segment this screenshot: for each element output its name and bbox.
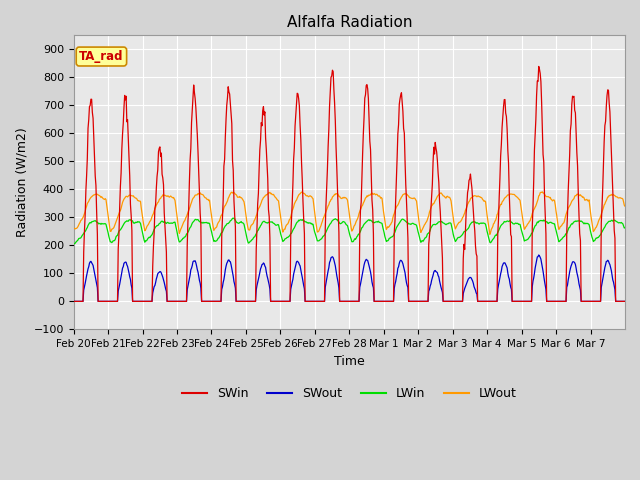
LWin: [229, 215, 237, 221]
Text: TA_rad: TA_rad: [79, 50, 124, 63]
SWout: [134, 299, 142, 304]
LWin: [408, 221, 415, 227]
SWout: [437, 284, 445, 290]
LWin: [135, 219, 143, 225]
LWin: [264, 219, 272, 225]
Y-axis label: Radiation (W/m2): Radiation (W/m2): [15, 128, 28, 237]
SWin: [406, 299, 414, 304]
Legend: SWin, SWout, LWin, LWout: SWin, SWout, LWin, LWout: [177, 383, 522, 406]
Line: LWin: LWin: [74, 218, 625, 244]
LWout: [538, 189, 546, 195]
LWin: [438, 219, 446, 225]
Title: Alfalfa Radiation: Alfalfa Radiation: [287, 15, 412, 30]
SWin: [70, 299, 77, 304]
SWout: [406, 299, 414, 304]
LWin: [237, 218, 245, 224]
LWout: [621, 204, 629, 209]
LWout: [236, 193, 244, 199]
LWout: [437, 190, 445, 196]
SWin: [284, 299, 292, 304]
SWin: [263, 162, 271, 168]
Line: SWout: SWout: [74, 255, 625, 301]
Line: SWin: SWin: [74, 66, 625, 301]
LWin: [285, 233, 293, 239]
LWin: [70, 241, 77, 247]
LWout: [134, 198, 142, 204]
SWin: [621, 299, 629, 304]
SWout: [284, 299, 292, 304]
LWin: [70, 241, 78, 247]
LWin: [621, 225, 629, 230]
SWin: [134, 299, 142, 304]
LWout: [406, 195, 414, 201]
SWin: [535, 63, 543, 69]
LWout: [263, 192, 271, 198]
SWin: [437, 225, 445, 231]
SWout: [535, 252, 543, 258]
SWin: [236, 299, 244, 304]
Line: LWout: LWout: [74, 192, 625, 234]
SWout: [621, 299, 629, 304]
LWout: [284, 221, 292, 227]
SWout: [70, 299, 77, 304]
SWout: [236, 299, 244, 304]
LWout: [70, 225, 77, 231]
X-axis label: Time: Time: [334, 355, 365, 368]
LWout: [486, 231, 493, 237]
SWout: [263, 273, 271, 278]
